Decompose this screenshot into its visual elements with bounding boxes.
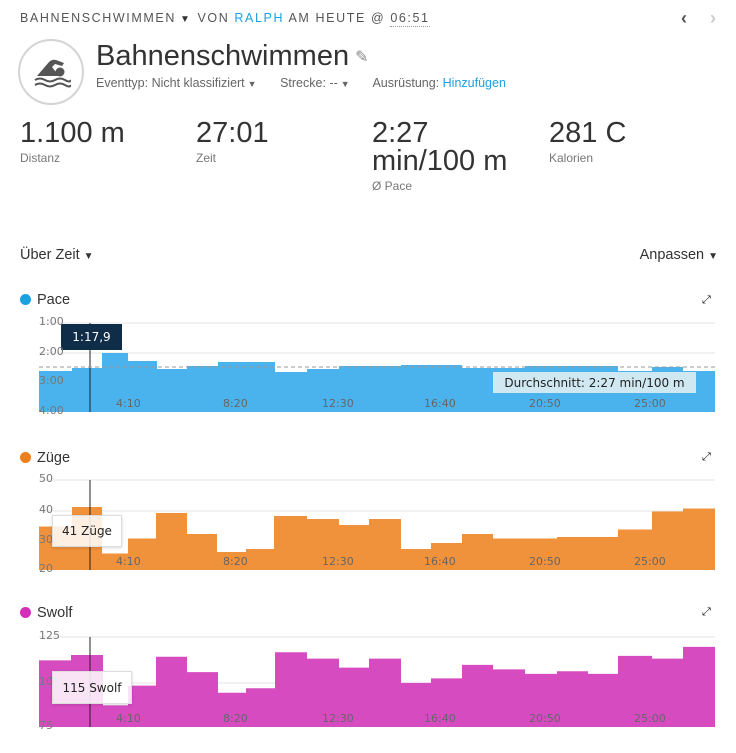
stat-value: 281 C <box>549 117 627 149</box>
activity-breadcrumb: BAHNENSCHWIMMEN ▼ VON RALPH AM HEUTE @ 06:… <box>20 11 430 27</box>
x-axis-label: 16:40 <box>424 397 456 410</box>
user-link[interactable]: RALPH <box>234 11 285 25</box>
stat-value-unit: min/100 m <box>372 145 508 177</box>
stat-label: Distanz <box>20 151 61 165</box>
stat-pace: 2:27 min/100 m Ø Pace <box>372 117 508 194</box>
x-axis-label: 12:30 <box>322 397 354 410</box>
stat-value: 2:27 <box>372 117 429 149</box>
stat-time: 27:01 Zeit <box>196 117 269 166</box>
y-axis-label: 2:00 <box>39 345 64 358</box>
swimmer-icon <box>18 39 84 105</box>
legend-dot <box>20 294 31 305</box>
y-axis-label: 30 <box>39 533 53 546</box>
x-axis-label: 20:50 <box>529 712 561 725</box>
x-axis-label: 4:10 <box>116 397 141 410</box>
stat-value: 27:01 <box>196 117 269 149</box>
x-axis-label: 8:20 <box>223 555 248 568</box>
caret-down-icon: ▼ <box>83 251 94 262</box>
y-axis-label: 40 <box>39 503 53 516</box>
chevron-right-icon[interactable]: › <box>710 8 716 28</box>
pace-tooltip: 1:17,9 <box>61 324 122 350</box>
x-axis-label: 4:10 <box>116 712 141 725</box>
activity-title: Bahnenschwimmen ✎ <box>96 40 368 73</box>
x-axis-label: 12:30 <box>322 712 354 725</box>
time-link[interactable]: 06:51 <box>390 11 430 27</box>
x-axis-label: 25:00 <box>634 712 666 725</box>
y-axis-label: 3:00 <box>39 374 64 387</box>
expand-icon[interactable]: ⤢ <box>702 294 711 306</box>
y-axis-label: 20 <box>39 562 53 575</box>
x-axis-label: 16:40 <box>424 555 456 568</box>
course-dropdown[interactable]: Strecke: -- ▼ <box>280 76 350 90</box>
stat-label: Zeit <box>196 151 217 165</box>
x-axis-label: 16:40 <box>424 712 456 725</box>
y-axis-label: 1:00 <box>39 315 64 328</box>
strokes-tooltip: 41 Züge <box>52 515 122 547</box>
caret-down-icon: ▼ <box>708 251 718 262</box>
chevron-left-icon[interactable]: ‹ <box>681 8 687 28</box>
add-gear-link[interactable]: Hinzufügen <box>442 76 506 90</box>
stat-calories: 281 C Kalorien <box>549 117 627 166</box>
event-type-dropdown[interactable]: Eventtyp: Nicht klassifiziert ▼ <box>96 76 257 90</box>
legend-dot <box>20 607 31 618</box>
pace-average-label: Durchschnitt: 2:27 min/100 m <box>493 372 696 393</box>
x-axis-label: 20:50 <box>529 397 561 410</box>
activity-title-text: Bahnenschwimmen <box>96 40 350 72</box>
gear-label: Ausrüstung: <box>372 76 440 90</box>
caret-down-icon: ▼ <box>340 79 350 89</box>
expand-icon[interactable]: ⤢ <box>702 451 711 463</box>
x-axis-label: 8:20 <box>223 397 248 410</box>
y-axis-label: 50 <box>39 472 53 485</box>
pencil-icon[interactable]: ✎ <box>355 49 369 67</box>
y-axis-label: 75 <box>39 719 53 732</box>
swolf-tooltip: 115 Swolf <box>52 671 132 704</box>
activity-type-menu[interactable]: BAHNENSCHWIMMEN <box>20 11 176 25</box>
date-label: AM HEUTE @ <box>288 11 386 25</box>
activity-meta: Eventtyp: Nicht klassifiziert ▼ Strecke: … <box>96 76 506 90</box>
x-axis-label: 25:00 <box>634 397 666 410</box>
customize-dropdown[interactable]: Anpassen ▼ <box>639 247 718 263</box>
stat-label: Kalorien <box>549 151 594 165</box>
over-time-dropdown[interactable]: Über Zeit ▼ <box>20 247 94 263</box>
x-axis-label: 25:00 <box>634 555 666 568</box>
stat-value: 1.100 m <box>20 117 125 149</box>
x-axis-label: 12:30 <box>322 555 354 568</box>
caret-down-icon: ▼ <box>247 79 257 89</box>
stat-label: Ø Pace <box>372 179 413 193</box>
y-axis-label: 125 <box>39 629 60 642</box>
x-axis-label: 8:20 <box>223 712 248 725</box>
legend-dot <box>20 452 31 463</box>
x-axis-label: 4:10 <box>116 555 141 568</box>
strokes-chart-title: Züge <box>20 450 70 466</box>
pace-chart-title: Pace <box>20 292 70 308</box>
y-axis-label: 4:00 <box>39 404 64 417</box>
caret-down-icon[interactable]: ▼ <box>179 14 192 25</box>
stat-distance: 1.100 m Distanz <box>20 117 125 166</box>
swolf-chart-title: Swolf <box>20 605 72 621</box>
expand-icon[interactable]: ⤢ <box>702 606 711 618</box>
x-axis-label: 20:50 <box>529 555 561 568</box>
by-label: VON <box>197 11 230 25</box>
